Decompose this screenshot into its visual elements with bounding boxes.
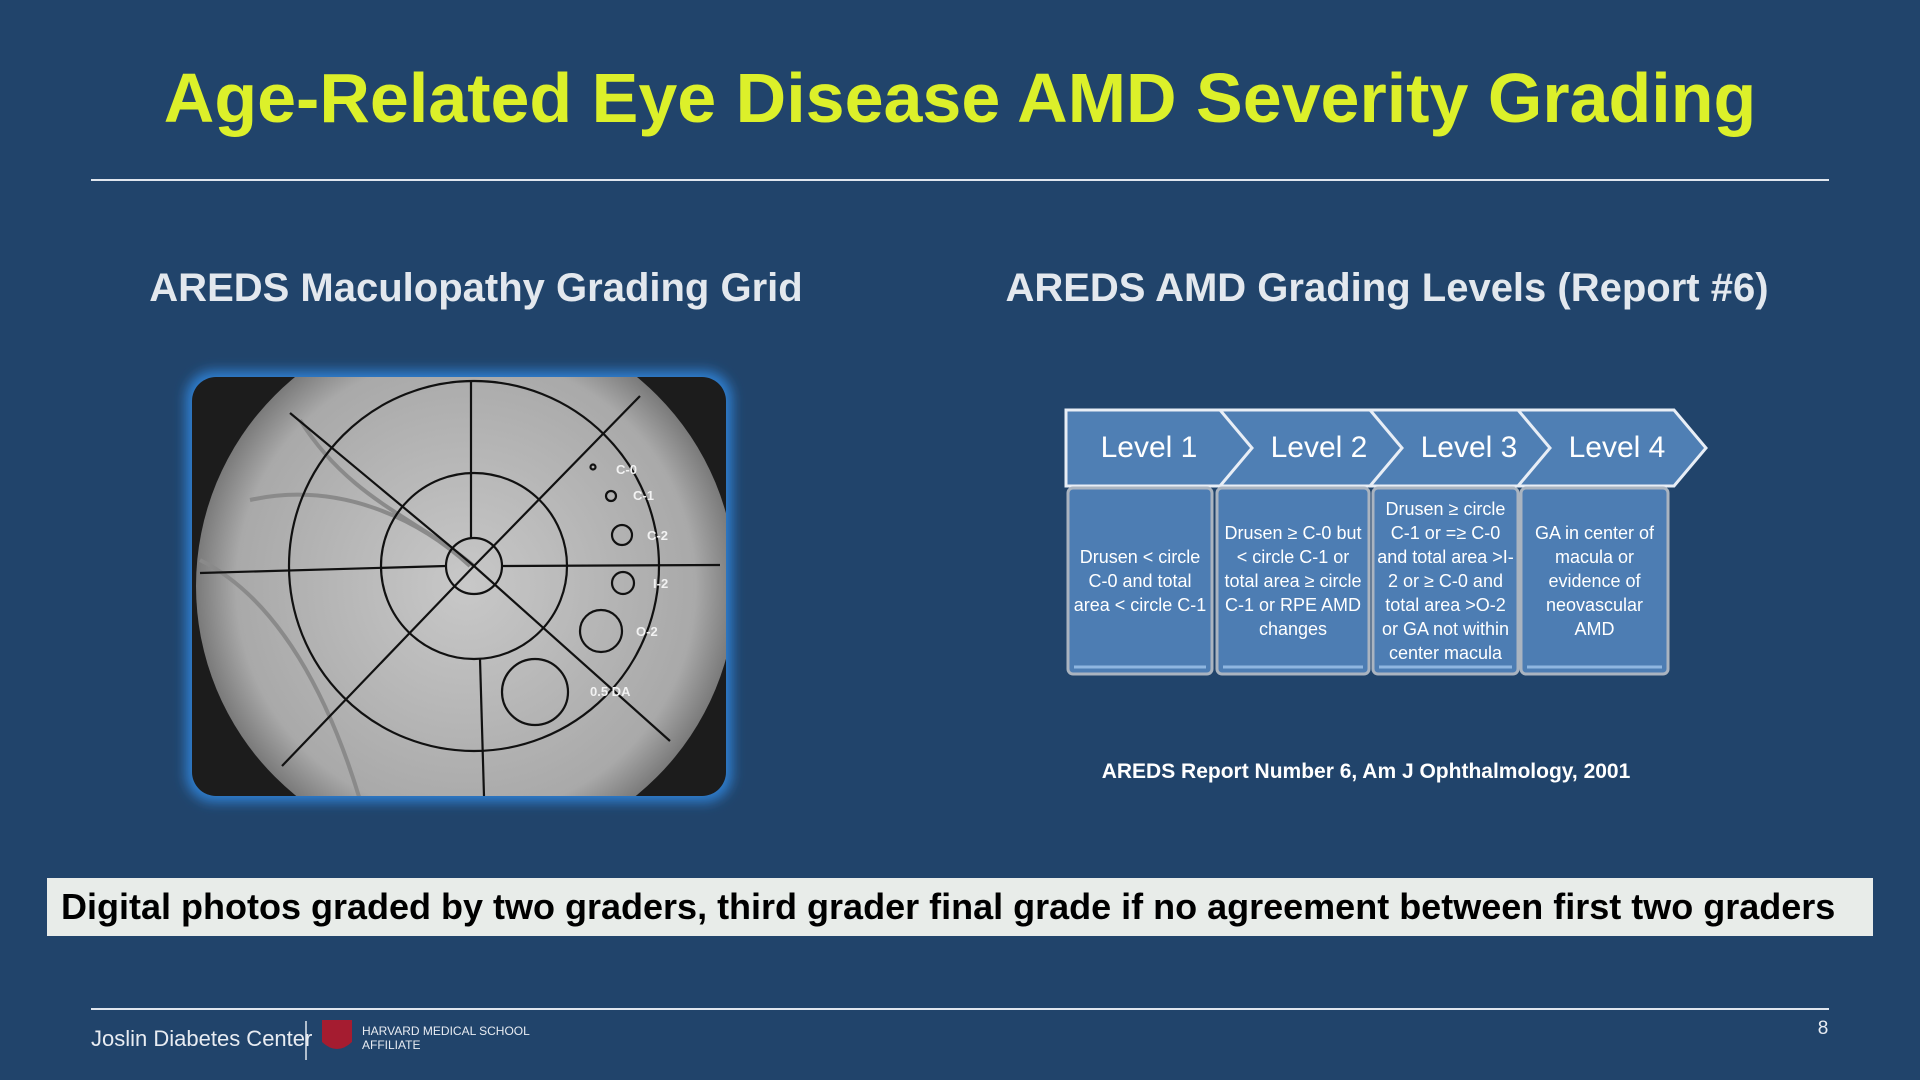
level-box xyxy=(1371,486,1520,676)
grid-label: 0.5 DA xyxy=(590,684,631,699)
level-label: Level 4 xyxy=(1568,431,1666,464)
level-box xyxy=(1066,486,1214,676)
level-label: Level 1 xyxy=(1100,431,1198,464)
grid-label: C-1 xyxy=(633,488,654,503)
level-description: Drusen < circle C-0 and total area < cir… xyxy=(1073,547,1207,615)
footer-brand: Joslin Diabetes Center xyxy=(91,1026,312,1051)
level-label: Level 2 xyxy=(1270,431,1368,464)
level-description: Drusen ≥ circle C-1 or =≥ C-0 and total … xyxy=(1377,499,1514,663)
section-heading: AREDS AMD Grading Levels (Report #6) xyxy=(1005,266,1769,310)
footer-affiliate: HARVARD MEDICAL SCHOOL xyxy=(362,1024,530,1038)
level-box xyxy=(1519,486,1670,676)
footer-affiliate: AFFILIATE xyxy=(362,1038,420,1052)
level-box xyxy=(1215,486,1371,676)
grid-label: C-2 xyxy=(647,528,668,543)
grid-label: C-0 xyxy=(616,462,637,477)
level-chevron xyxy=(1514,408,1708,488)
harvard-shield xyxy=(322,1020,352,1049)
fundus-image: C-0 C-1 C-2 I-2 O-2 0.5 DA xyxy=(192,377,726,796)
level-description: GA in center of macula or evidence of ne… xyxy=(1534,523,1655,639)
grid-label: O-2 xyxy=(636,624,658,639)
grid-label: I-2 xyxy=(653,576,668,591)
level-label: Level 3 xyxy=(1420,431,1518,464)
section-heading: AREDS Maculopathy Grading Grid xyxy=(149,266,803,310)
level-description: Drusen ≥ C-0 but < circle C-1 or total a… xyxy=(1224,523,1362,639)
citation: AREDS Report Number 6, Am J Ophthalmolog… xyxy=(1101,760,1631,783)
page-number: 8 xyxy=(1818,1018,1829,1039)
slide-title: Age-Related Eye Disease AMD Severity Gra… xyxy=(163,59,1757,137)
banner: Digital photos graded by two graders, th… xyxy=(47,878,1873,936)
